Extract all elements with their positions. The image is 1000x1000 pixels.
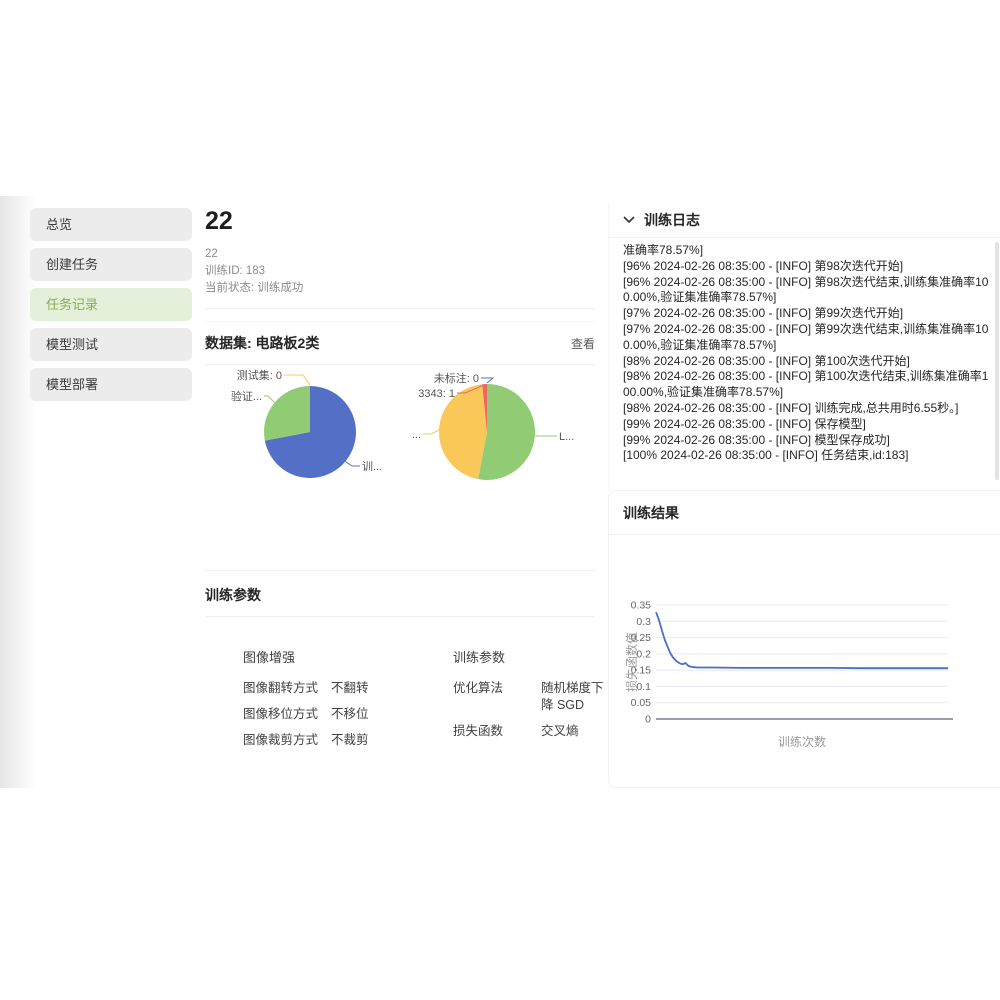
pie-label-line [345,461,360,467]
log-line: [98% 2024-02-26 08:35:00 - [INFO] 第100次迭… [623,353,910,368]
chevron-down-icon [623,216,635,224]
param-value: 不裁剪 [331,733,369,747]
param-label: 图像裁剪方式 [243,733,319,747]
divider [205,364,595,365]
param-group-title: 训练参数 [453,650,506,665]
y-tick-label: 0 [645,714,651,726]
log-line: [98% 2024-02-26 08:35:00 - [INFO] 训练完成,总… [623,400,959,415]
task-name-meta: 22 [205,248,218,260]
logs-panel: 训练日志 准确率78.57%] [96% 2024-02-26 08:35:00 … [608,203,1000,491]
pie-label-L...: L... [559,431,574,443]
results-title: 训练结果 [623,504,679,521]
loss-series-line [655,611,948,670]
pie-label-验证集: 验证... [231,389,262,403]
pie-label-3343: 3343: 1 [418,388,455,400]
param-value: 不翻转 [331,681,369,695]
training-params-section: 图像增强 图像翻转方式 不翻转 图像移位方式 不移位 图像裁剪方式 不裁剪 训练参数 优化算法随… [205,617,604,758]
view-dataset-button[interactable]: 查看 [570,336,595,351]
main-column: 22 22 训练ID: 183 当前状态: 训练成功 数据集: 电路板2类 查看… [205,206,604,758]
sidebar-item-模型部署[interactable]: 模型部署 [30,368,192,401]
param-label: 图像翻转方式 [243,681,319,695]
dataset-pie-charts: 训... 验证... 测试集: 0 L...... 3343: 1 未标注: 0 [205,365,595,565]
y-tick-label: 0.05 [631,697,652,709]
sidebar-item-任务记录[interactable]: 任务记录 [30,288,192,321]
param-label: 损失函数 [453,724,504,738]
param-value: 交叉熵 [541,724,579,738]
logs-title: 训练日志 [644,212,700,228]
train-id-meta: 训练ID: 183 [205,265,266,277]
log-line: [99% 2024-02-26 08:35:00 - [INFO] 保存模型] [623,416,866,431]
log-line: [98% 2024-02-26 08:35:00 - [INFO] 第100次迭… [623,369,989,400]
y-tick-label: 0.35 [631,600,652,612]
sidebar-item-创建任务[interactable]: 创建任务 [30,248,192,281]
sidebar-item-总览[interactable]: 总览 [30,208,192,241]
log-line: [100% 2024-02-26 08:35:00 - [INFO] 任务结束,… [623,448,909,463]
pie-label-line [457,384,485,394]
logs-collapse-header[interactable]: 训练日志 [609,203,1000,237]
log-line: [97% 2024-02-26 08:35:00 - [INFO] 第99次迭代… [623,321,989,352]
log-line: [99% 2024-02-26 08:35:00 - [INFO] 模型保存成功… [623,432,890,447]
pie-slice-L...[interactable] [478,384,535,480]
logs-scroll-area[interactable]: 准确率78.57%] [96% 2024-02-26 08:35:00 - [IN… [609,237,1000,491]
dataset-labels-pie-chart: L...... 3343: 1 未标注: 0 [412,371,574,480]
pie-label-测试集: 测试集: 0 [237,368,282,382]
log-lines: 准确率78.57%] [96% 2024-02-26 08:35:00 - [IN… [623,243,991,464]
log-line: [97% 2024-02-26 08:35:00 - [INFO] 第99次迭代… [623,306,904,321]
pie-label-line [284,374,311,386]
pie-label-line [423,429,440,435]
param-row: 优化算法 随机梯度下降 SGD [453,680,608,714]
x-axis-title: 训练次数 [778,734,826,749]
pie-label-训练集: 训... [362,460,382,473]
pie-slice-训练集[interactable] [264,386,356,478]
y-tick-label: 0.1 [636,681,651,693]
param-label: 图像移位方式 [243,707,319,721]
y-axis-title: 损失函数值 [624,632,639,692]
logs-scrollbar[interactable] [995,242,999,480]
pie-label-未标注: 未标注: 0 [434,371,479,385]
sidebar-item-模型测试[interactable]: 模型测试 [30,328,192,361]
param-row: 图像移位方式 不移位 [243,706,398,723]
results-card: 训练结果 0 0.05 0.1 0.15 0.2 0.25 0.3 0.35 损失函数值训练次数 [608,490,1000,788]
task-title: 22 [205,207,233,235]
y-tick-label: 0.15 [631,665,652,677]
param-group-title: 图像增强 [243,650,296,665]
pie-label-...: ... [412,429,421,441]
y-tick-label: 0.3 [636,616,651,628]
pie-slice-3343[interactable] [482,384,487,432]
param-value: 随机梯度下降 SGD [541,681,604,712]
divider [205,616,595,617]
params-card-title: 训练参数 [205,587,261,603]
param-group-训练参数: 训练参数优化算法 随机梯度下降 SGD 损失函数 交叉熵 [453,647,608,758]
pie-label-line [264,395,275,403]
y-tick-label: 0.2 [636,648,651,660]
pie-label-line [481,377,495,384]
sidebar-nav: 总览创建任务任务记录模型测试模型部署 [30,208,192,408]
log-line: [96% 2024-02-26 08:35:00 - [INFO] 第98次迭代… [623,274,989,305]
param-group-图像增强: 图像增强 图像翻转方式 不翻转 图像移位方式 不移位 图像裁剪方式 不裁剪 [243,647,398,758]
param-value: 不移位 [331,707,369,721]
param-row: 损失函数 交叉熵 [453,723,608,740]
log-line: [96% 2024-02-26 08:35:00 - [INFO] 第98次迭代… [623,258,904,273]
y-tick-label: 0.25 [631,632,652,644]
divider [205,570,595,571]
pie-slice-...[interactable] [439,384,487,480]
param-row: 图像翻转方式 不翻转 [243,680,398,697]
divider [205,308,595,309]
status-meta: 当前状态: 训练成功 [205,282,304,294]
dataset-split-pie-chart: 训... 验证... 测试集: 0 [231,368,382,478]
param-label: 优化算法 [453,681,504,695]
dataset-card-title: 数据集: 电路板2类 [205,335,320,351]
log-line: 准确率78.57%] [623,243,704,257]
param-row: 图像裁剪方式 不裁剪 [243,732,398,749]
pie-slice-验证集[interactable] [264,386,310,441]
